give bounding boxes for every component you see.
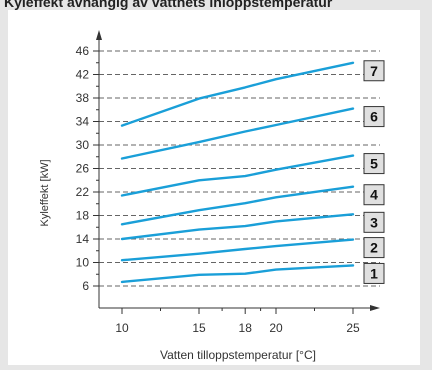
x-tick-label: 15 [192, 321, 206, 335]
series-line-4 [120, 185, 355, 226]
y-tick-label: 38 [76, 91, 90, 105]
series-line-7 [120, 61, 355, 127]
series-labels: 1 2 3 4 5 6 7 [363, 60, 385, 284]
x-tick-label: 25 [346, 321, 360, 335]
series-label-5: 5 [370, 156, 378, 172]
series-label-6: 6 [370, 109, 378, 125]
x-tick-label: 18 [239, 321, 253, 335]
series-label-box [363, 184, 385, 206]
y-tick-label: 42 [76, 68, 90, 82]
series-label-box [363, 262, 385, 284]
y-tick-label: 10 [76, 256, 90, 270]
page-title: Kyleffekt avhängig av vattnets inloppste… [4, 0, 333, 10]
series-line-3 [120, 213, 355, 241]
y-tick-label: 34 [76, 115, 90, 129]
series-label-box [363, 211, 385, 233]
series-label-box [363, 106, 385, 128]
series-line-6 [120, 107, 355, 160]
y-tick-label: 46 [76, 44, 90, 58]
x-tick-label: 10 [115, 321, 129, 335]
series-line-5 [120, 154, 355, 197]
y-tick-label: 6 [82, 279, 89, 293]
y-axis-arrow [96, 30, 102, 40]
series-line-2 [120, 238, 355, 262]
series-label-box [363, 60, 385, 82]
series-label-4: 4 [370, 187, 378, 203]
series-label-box [363, 153, 385, 175]
x-axis-label: Vatten tilloppstemperatur [°C] [160, 348, 316, 362]
y-tick-label: 30 [76, 138, 90, 152]
series-line-1 [120, 264, 355, 284]
series-label-3: 3 [370, 214, 378, 230]
y-tick-label: 18 [76, 209, 90, 223]
y-tick-label: 26 [76, 162, 90, 176]
y-tick-label: 22 [76, 185, 90, 199]
series-label-7: 7 [370, 63, 378, 79]
series-label-box [363, 237, 385, 259]
series-label-1: 1 [370, 265, 378, 281]
series-label-2: 2 [370, 240, 378, 256]
y-axis-label: Kyleffekt [kW] [39, 159, 51, 226]
y-tick-label: 14 [76, 232, 90, 246]
x-axis-arrow [370, 305, 380, 311]
x-tick-label: 20 [269, 321, 283, 335]
series-lines [120, 61, 355, 284]
